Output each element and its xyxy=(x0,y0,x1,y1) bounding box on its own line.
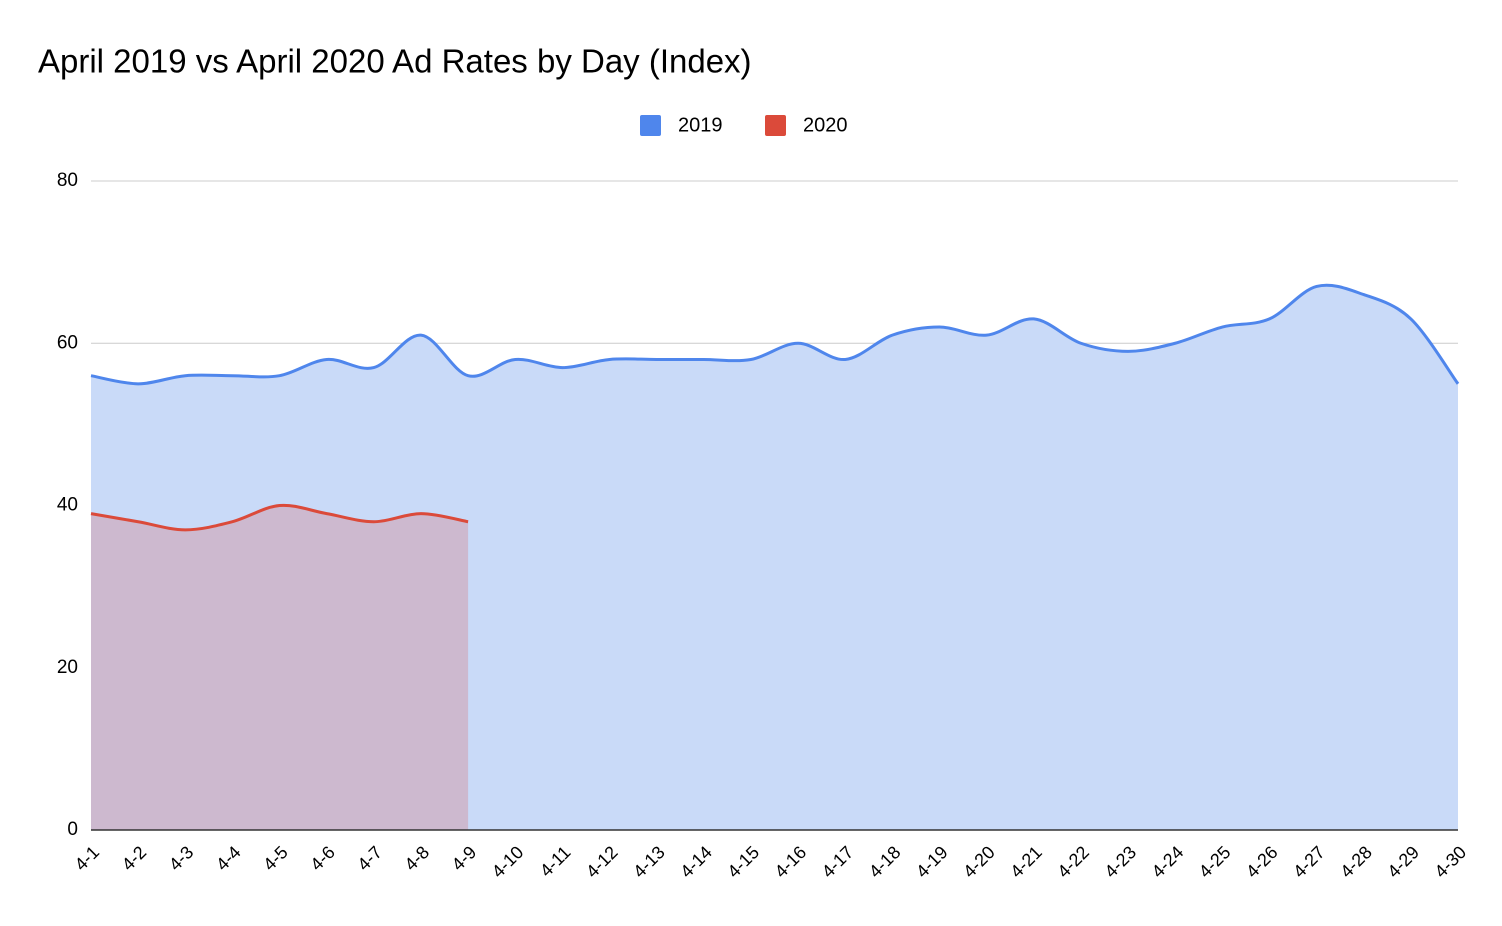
x-tick-label: 4-29 xyxy=(1383,842,1423,882)
x-tick-label: 4-1 xyxy=(71,842,104,875)
x-tick-label: 4-17 xyxy=(818,842,858,882)
x-tick-label: 4-6 xyxy=(306,842,339,875)
x-tick-label: 4-22 xyxy=(1053,842,1093,882)
line xyxy=(90,503,469,532)
x-tick-label: 4-7 xyxy=(353,842,386,875)
x-tick-label: 4-21 xyxy=(1006,842,1046,882)
legend-label: 2019 xyxy=(678,114,723,136)
x-tick-label: 4-13 xyxy=(629,842,669,882)
x-tick-label: 4-19 xyxy=(912,842,952,882)
x-tick-label: 4-24 xyxy=(1148,842,1188,882)
chart-title: April 2019 vs April 2020 Ad Rates by Day… xyxy=(38,43,752,80)
legend-label: 2020 xyxy=(803,114,848,136)
y-tick-label: 80 xyxy=(57,170,78,191)
legend-swatch xyxy=(765,115,786,136)
line xyxy=(90,283,1460,386)
x-tick-label: 4-11 xyxy=(536,842,575,881)
x-tick-label: 4-15 xyxy=(723,842,763,882)
x-tick-label: 4-30 xyxy=(1431,842,1471,882)
y-tick-label: 60 xyxy=(57,332,78,353)
x-tick-label: 4-4 xyxy=(212,842,245,875)
x-tick-label: 4-28 xyxy=(1336,842,1376,882)
x-tick-label: 4-16 xyxy=(771,842,811,882)
x-tick-label: 4-18 xyxy=(865,842,905,882)
y-tick-label: 40 xyxy=(57,495,78,516)
y-tick-label: 0 xyxy=(67,819,78,840)
area xyxy=(91,505,469,830)
y-tick-label: 20 xyxy=(57,657,78,678)
x-tick-label: 4-26 xyxy=(1242,842,1282,882)
x-tick-label: 4-14 xyxy=(676,842,716,882)
legend-swatch xyxy=(640,115,661,136)
x-tick-label: 4-20 xyxy=(959,842,999,882)
x-tick-label: 4-3 xyxy=(165,842,198,875)
x-tick-label: 4-23 xyxy=(1101,842,1141,882)
x-tick-label: 4-10 xyxy=(488,842,528,882)
x-tick-label: 4-9 xyxy=(448,842,481,875)
x-tick-label: 4-12 xyxy=(582,842,622,882)
x-tick-label: 4-27 xyxy=(1289,842,1329,882)
x-tick-label: 4-5 xyxy=(259,842,292,875)
x-tick-label: 4-2 xyxy=(118,842,151,875)
x-tick-label: 4-8 xyxy=(401,842,434,875)
x-tick-label: 4-25 xyxy=(1195,842,1235,882)
